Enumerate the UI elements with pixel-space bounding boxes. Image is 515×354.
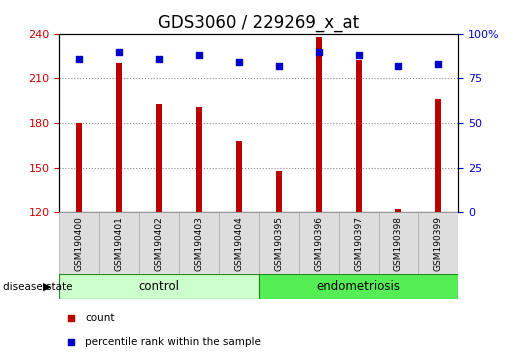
Text: GSM190400: GSM190400 — [75, 216, 83, 271]
Title: GDS3060 / 229269_x_at: GDS3060 / 229269_x_at — [158, 15, 359, 32]
Bar — [139, 212, 179, 274]
Bar — [76, 123, 82, 212]
Bar — [259, 212, 299, 274]
Bar — [59, 212, 99, 274]
Bar — [99, 212, 139, 274]
Bar — [259, 274, 458, 299]
Point — [155, 56, 163, 62]
Bar — [116, 63, 122, 212]
Point — [354, 52, 363, 58]
Text: GSM190395: GSM190395 — [274, 216, 283, 271]
Point — [364, 214, 372, 219]
Bar — [299, 212, 339, 274]
Text: GSM190402: GSM190402 — [154, 216, 163, 271]
Bar — [418, 212, 458, 274]
Text: endometriosis: endometriosis — [317, 280, 401, 293]
Bar — [179, 212, 219, 274]
Bar — [396, 210, 402, 212]
Point — [195, 52, 203, 58]
Text: count: count — [85, 313, 115, 323]
Bar — [59, 274, 259, 299]
Point — [394, 63, 403, 69]
Bar — [236, 141, 242, 212]
Bar — [435, 99, 441, 212]
Text: GSM190401: GSM190401 — [115, 216, 124, 271]
Text: GSM190397: GSM190397 — [354, 216, 363, 271]
Bar — [219, 212, 259, 274]
Text: GSM190399: GSM190399 — [434, 216, 443, 271]
Text: GSM190398: GSM190398 — [394, 216, 403, 271]
Bar — [339, 212, 379, 274]
Bar — [355, 61, 362, 212]
Point — [115, 48, 123, 54]
Text: GSM190396: GSM190396 — [314, 216, 323, 271]
Text: ▶: ▶ — [43, 282, 52, 292]
Bar — [379, 212, 418, 274]
Bar — [316, 36, 322, 212]
Point — [364, 2, 372, 8]
Bar — [196, 107, 202, 212]
Point — [434, 61, 442, 67]
Point — [235, 59, 243, 65]
Bar — [156, 104, 162, 212]
Point — [315, 48, 323, 54]
Text: percentile rank within the sample: percentile rank within the sample — [85, 337, 261, 347]
Bar — [276, 171, 282, 212]
Point — [75, 56, 83, 62]
Point — [274, 63, 283, 69]
Text: GSM190403: GSM190403 — [195, 216, 203, 271]
Text: GSM190404: GSM190404 — [234, 216, 243, 271]
Text: disease state: disease state — [3, 282, 72, 292]
Text: control: control — [139, 280, 180, 293]
